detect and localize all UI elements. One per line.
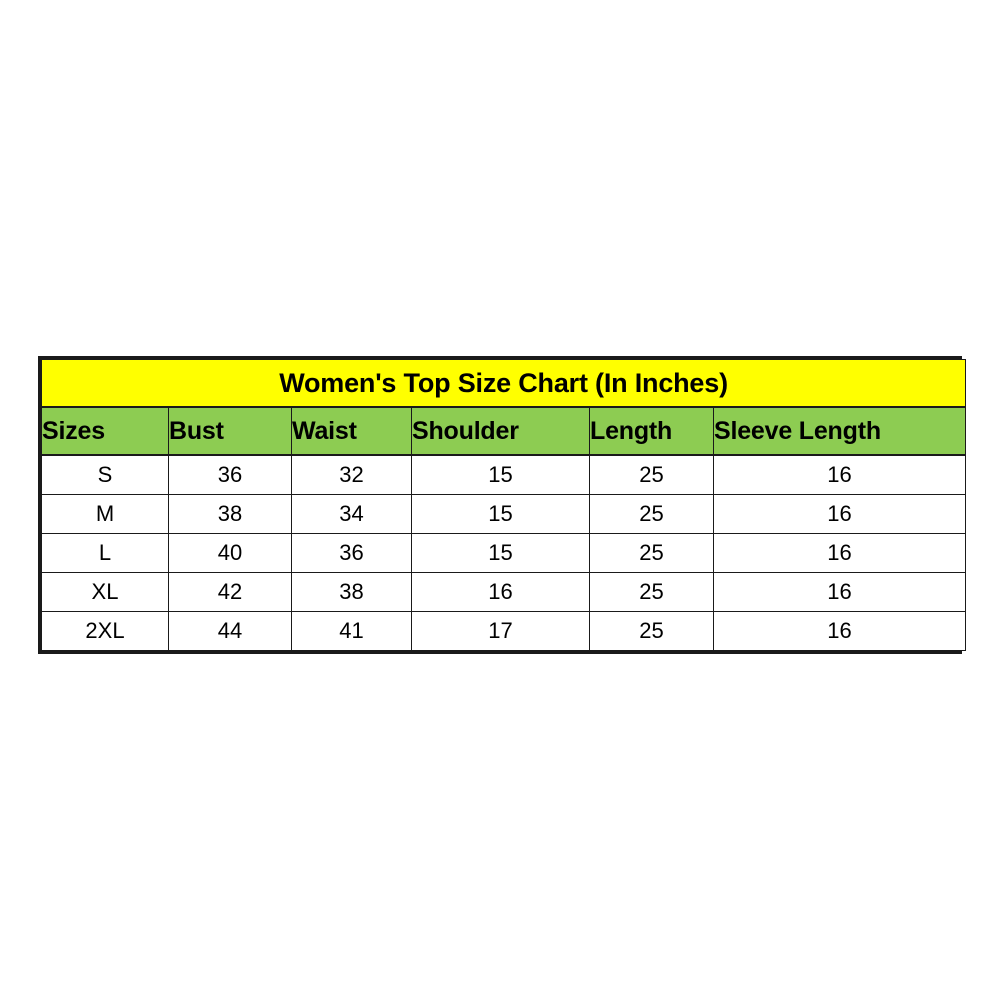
cell-waist: 34 — [291, 494, 412, 534]
cell-waist: 36 — [291, 533, 412, 573]
column-header-length: Length — [589, 406, 714, 456]
column-header-bust: Bust — [168, 406, 292, 456]
cell-length: 25 — [589, 572, 714, 612]
cell-length: 25 — [589, 494, 714, 534]
cell-bust: 44 — [168, 611, 292, 651]
cell-shoulder: 15 — [411, 494, 590, 534]
cell-size: M — [41, 494, 169, 534]
cell-sleeve-length: 16 — [712, 572, 967, 612]
cell-shoulder: 15 — [411, 454, 590, 495]
cell-size: XL — [41, 572, 169, 612]
table-row: S 36 32 15 25 16 — [41, 454, 967, 495]
table-row: XL 42 38 16 25 16 — [41, 572, 967, 612]
cell-sleeve-length: 16 — [712, 454, 967, 495]
table-row: M 38 34 15 25 16 — [41, 494, 967, 534]
chart-table: Women's Top Size Chart (In Inches) Sizes… — [40, 359, 967, 651]
cell-shoulder: 16 — [411, 572, 590, 612]
cell-bust: 36 — [168, 454, 292, 495]
cell-size: S — [41, 454, 169, 495]
cell-bust: 38 — [168, 494, 292, 534]
cell-size: 2XL — [41, 611, 169, 651]
column-header-shoulder: Shoulder — [411, 406, 590, 456]
chart-title: Women's Top Size Chart (In Inches) — [40, 359, 967, 408]
column-header-sizes: Sizes — [41, 406, 169, 456]
cell-waist: 38 — [291, 572, 412, 612]
cell-length: 25 — [589, 454, 714, 495]
cell-bust: 40 — [168, 533, 292, 573]
cell-sleeve-length: 16 — [712, 611, 967, 651]
cell-bust: 42 — [168, 572, 292, 612]
cell-size: L — [41, 533, 169, 573]
cell-shoulder: 15 — [411, 533, 590, 573]
cell-waist: 41 — [291, 611, 412, 651]
column-header-sleeve-length: Sleeve Length — [712, 406, 967, 456]
cell-length: 25 — [589, 533, 714, 573]
cell-shoulder: 17 — [411, 611, 590, 651]
cell-waist: 32 — [291, 454, 412, 495]
table-row: 2XL 44 41 17 25 16 — [41, 611, 967, 651]
table-row: L 40 36 15 25 16 — [41, 533, 967, 573]
cell-sleeve-length: 16 — [712, 533, 967, 573]
column-header-waist: Waist — [291, 406, 412, 456]
size-chart-table: Women's Top Size Chart (In Inches) Sizes… — [38, 356, 967, 654]
cell-length: 25 — [589, 611, 714, 651]
chart-title-row: Women's Top Size Chart (In Inches) — [40, 359, 967, 408]
chart-header-row: Sizes Bust Waist Shoulder Length Sleeve … — [41, 406, 967, 456]
cell-sleeve-length: 16 — [712, 494, 967, 534]
